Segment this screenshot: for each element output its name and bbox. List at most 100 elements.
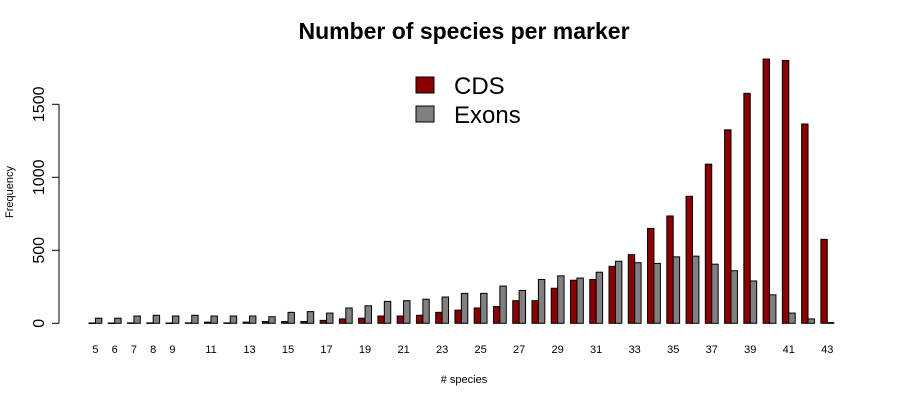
bar-exons-32: [614, 260, 623, 324]
bar-exons-23: [441, 296, 450, 324]
bar-exons-7: [133, 315, 141, 324]
legend-label-exons: Exons: [454, 102, 521, 129]
y-axis: 0 500 1000 1500: [31, 86, 60, 328]
bar-exons-19: [364, 305, 372, 324]
bar-exons-40: [769, 294, 777, 324]
bar-cds-10: [184, 322, 193, 324]
x-tick-label-11: 11: [205, 344, 216, 356]
bar-cds-38: [724, 129, 732, 324]
bar-cds-13: [242, 321, 251, 324]
bar-exons-13: [249, 315, 257, 324]
bar-cds-5: [88, 322, 96, 325]
legend-swatch-cds: [415, 76, 435, 94]
bar-cds-43: [820, 238, 828, 324]
bar-cds-29: [550, 287, 559, 324]
bar-cds-32: [608, 265, 616, 324]
legend-swatch-exons: [415, 105, 435, 123]
legend-label-cds: CDS: [454, 73, 505, 100]
x-tick-label-17: 17: [320, 344, 332, 356]
y-tick-label: 1500: [31, 86, 48, 122]
bar-exons-15: [287, 311, 295, 324]
bar-exons-36: [691, 255, 700, 324]
bar-exons-41: [788, 312, 796, 324]
bar-exons-37: [711, 263, 719, 324]
x-tick-label-21: 21: [397, 344, 409, 356]
x-tick-label-31: 31: [590, 344, 602, 356]
x-tick-label-23: 23: [436, 344, 448, 356]
x-tick-label-19: 19: [359, 344, 371, 356]
x-tick-label-27: 27: [513, 344, 525, 356]
bar-exons-30: [576, 277, 584, 324]
bar-cds-21: [396, 315, 405, 324]
bar-exons-21: [403, 300, 411, 324]
x-tick-label-41: 41: [783, 344, 795, 356]
bar-cds-6: [107, 322, 116, 325]
x-tick-label-35: 35: [667, 344, 679, 356]
bar-exons-18: [345, 307, 353, 324]
bar-cds-20: [377, 315, 385, 324]
bar-exons-33: [634, 262, 642, 324]
x-tick-labels: 5 6 7 8 9 11 13 15 17 19 21 23 25 27 29 31 33 35 37 39 41 43: [92, 344, 833, 356]
bar-cds-23: [435, 311, 443, 324]
x-tick-label-9: 9: [169, 344, 175, 356]
bar-cds-39: [743, 92, 751, 324]
bar-cds-26: [492, 306, 501, 324]
bar-cds-18: [338, 318, 347, 324]
bar-exons-22: [422, 298, 430, 324]
x-tick-label-5: 5: [92, 344, 98, 356]
bar-exons-10: [191, 314, 199, 324]
bar-cds-7: [127, 322, 135, 324]
bar-exons-17: [326, 312, 334, 324]
x-tick-label-43: 43: [821, 344, 833, 356]
bar-exons-5: [94, 317, 103, 324]
bar-cds-36: [685, 195, 693, 324]
bar-cds-35: [666, 215, 674, 324]
bar-cds-9: [165, 322, 173, 325]
bar-cds-28: [531, 300, 539, 324]
bar-cds-34: [647, 227, 655, 324]
bar-cds-14: [261, 321, 270, 324]
y-tick-label: 1000: [31, 159, 48, 195]
x-tick-label-8: 8: [150, 344, 156, 356]
bar-cds-40: [762, 58, 771, 324]
bar-exons-24: [460, 292, 469, 324]
bar-cds-8: [146, 322, 154, 324]
bar-exons-8: [152, 314, 161, 324]
bar-cds-12: [223, 322, 231, 324]
y-axis-label: Frequency: [4, 166, 16, 218]
bar-exons-27: [518, 289, 527, 324]
bar-cds-16: [300, 321, 308, 324]
bar-cds-24: [454, 309, 462, 324]
x-axis-label: # species: [441, 374, 488, 386]
bar-cds-31: [589, 279, 597, 324]
bar-exons-12: [229, 315, 238, 324]
bar-cds-42: [801, 123, 809, 324]
bar-cds-19: [358, 317, 366, 324]
bar-cds-30: [570, 279, 578, 324]
bar-exons-38: [730, 270, 738, 324]
bar-exons-34: [653, 262, 661, 324]
bar-exons-25: [480, 292, 488, 324]
bar-exons-29: [557, 275, 565, 324]
bar-exons-11: [210, 315, 218, 324]
x-tick-label-13: 13: [243, 344, 255, 356]
bar-exons-9: [171, 315, 180, 324]
bar-exons-43: [826, 322, 835, 324]
bar-exons-39: [749, 280, 758, 324]
bar-exons-14: [268, 316, 276, 324]
bar-cds-25: [473, 307, 482, 324]
bar-exons-28: [537, 279, 546, 324]
y-tick-label: 500: [31, 237, 48, 264]
bar-cds-11: [204, 321, 212, 324]
bar-cds-15: [281, 321, 289, 324]
x-tick-label-7: 7: [131, 344, 137, 356]
x-tick-label-25: 25: [474, 344, 486, 356]
bar-exons-16: [306, 311, 315, 324]
y-tick-label: 0: [31, 319, 48, 328]
bar-exons-26: [499, 285, 507, 324]
chart-title: Number of species per marker: [298, 18, 629, 44]
bar-cds-27: [512, 300, 520, 324]
x-tick-label-39: 39: [744, 344, 756, 356]
